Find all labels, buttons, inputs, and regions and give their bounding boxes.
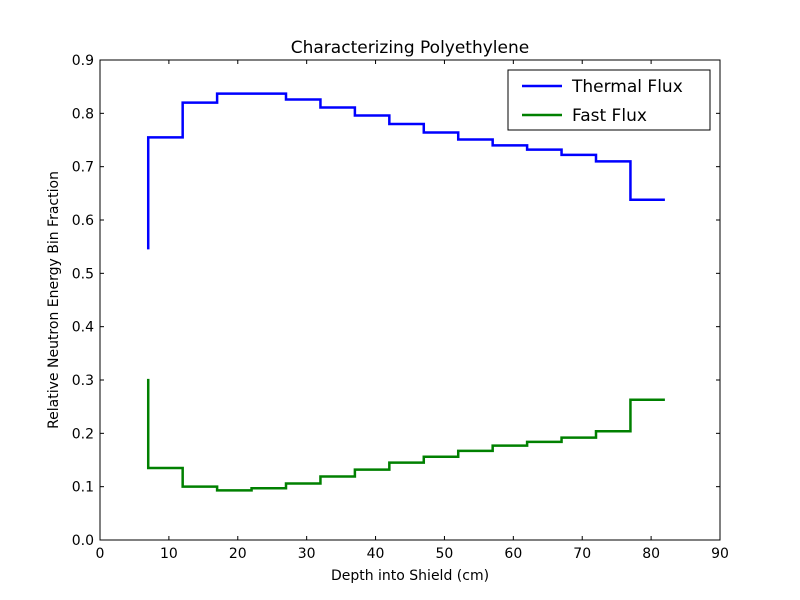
y-tick-label: 0.8 <box>72 106 94 122</box>
axes-frame <box>99 59 721 541</box>
x-tick-label: 90 <box>711 546 729 562</box>
legend-label: Thermal Flux <box>571 77 683 97</box>
x-tick-label: 70 <box>573 546 591 562</box>
y-tick-label: 0.5 <box>72 266 94 282</box>
legend-label: Fast Flux <box>572 106 647 126</box>
x-tick-label: 50 <box>436 546 454 562</box>
x-axis-label: Depth into Shield (cm) <box>331 568 489 584</box>
y-tick-label: 0.3 <box>72 373 94 389</box>
chart-title: Characterizing Polyethylene <box>291 38 529 58</box>
y-tick-label: 0.4 <box>72 320 94 336</box>
y-tick-label: 0.7 <box>72 160 94 176</box>
x-tick-label: 20 <box>229 546 247 562</box>
x-tick-label: 0 <box>96 546 105 562</box>
y-tick-label: 0.1 <box>72 480 94 496</box>
plot-area: 0 10 20 30 40 50 60 70 80 90 0.0 0.1 0.2 0.3 0.4 0.5 0.6… <box>72 53 729 562</box>
y-tick-label: 0.9 <box>72 53 94 69</box>
x-tick-label: 80 <box>642 546 660 562</box>
series-line-fast-flux <box>146 378 665 492</box>
y-tick-label: 0.2 <box>72 426 94 442</box>
x-tick-label: 30 <box>298 546 316 562</box>
y-tick-label: 0.6 <box>72 213 94 229</box>
y-axis-label: Relative Neutron Energy Bin Fraction <box>46 171 62 429</box>
series-line-thermal-flux <box>146 92 665 250</box>
x-tick-label: 10 <box>160 546 178 562</box>
legend-box <box>507 69 711 131</box>
x-tick-label: 60 <box>504 546 522 562</box>
y-tick-label: 0.0 <box>72 533 94 549</box>
x-tick-label: 40 <box>367 546 385 562</box>
